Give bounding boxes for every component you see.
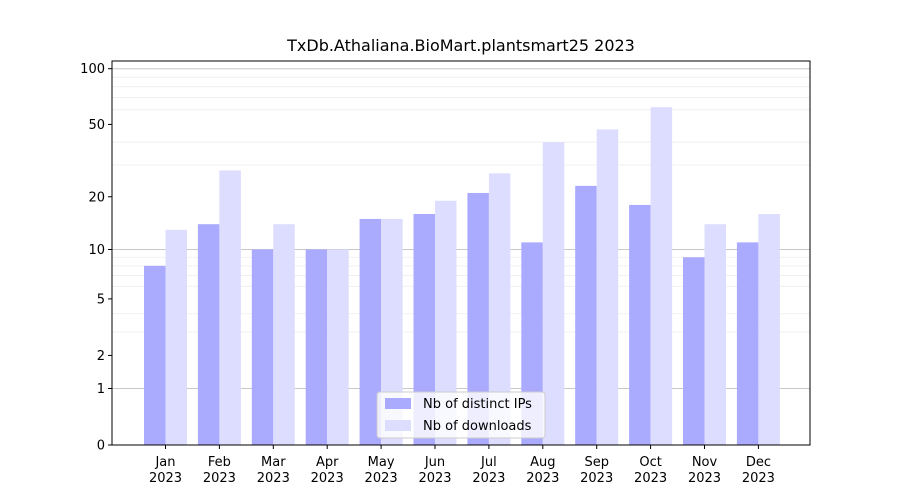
- x-axis: Jan2023Feb2023Mar2023Apr2023May2023Jun20…: [149, 445, 775, 486]
- bar-distinct-ips: [305, 249, 328, 445]
- x-tick-label-year: 2023: [311, 471, 344, 486]
- legend-swatch-downloads: [385, 420, 411, 431]
- bar-downloads: [650, 107, 673, 446]
- bar-distinct-ips: [251, 249, 274, 445]
- chart-title: TxDb.Athaliana.BioMart.plantsmart25 2023: [286, 36, 635, 55]
- x-tick-label-year: 2023: [742, 471, 775, 486]
- x-tick-label-year: 2023: [257, 471, 290, 486]
- legend: Nb of distinct IPs Nb of downloads: [376, 391, 546, 439]
- legend-box: [376, 391, 546, 439]
- x-tick-label-month: Oct: [639, 455, 661, 470]
- bar-distinct-ips: [575, 185, 597, 445]
- x-tick-label-year: 2023: [472, 471, 505, 486]
- y-tick-label: 5: [97, 292, 105, 307]
- bar-distinct-ips: [413, 213, 435, 445]
- bar-distinct-ips: [629, 204, 651, 445]
- x-tick-label-month: Feb: [208, 455, 231, 470]
- bar-downloads: [273, 224, 295, 445]
- legend-swatch-distinct-ips: [385, 398, 411, 409]
- bar-downloads: [327, 249, 349, 445]
- x-tick-label-year: 2023: [688, 471, 721, 486]
- x-tick-label-month: Sep: [584, 455, 609, 470]
- bar-distinct-ips: [359, 218, 382, 445]
- x-tick-label-year: 2023: [526, 471, 559, 486]
- bar-downloads: [488, 173, 511, 445]
- bar-distinct-ips: [197, 224, 220, 445]
- y-tick-label: 10: [88, 243, 105, 258]
- legend-label-distinct-ips: Nb of distinct IPs: [423, 397, 532, 412]
- bar-downloads: [704, 224, 726, 445]
- y-tick-label: 2: [97, 349, 105, 364]
- plot-frame: [111, 60, 811, 446]
- bar-distinct-ips: [736, 242, 759, 445]
- bar-downloads: [596, 129, 619, 445]
- bar-downloads: [165, 229, 187, 445]
- x-tick-label-year: 2023: [365, 471, 398, 486]
- x-tick-label-month: Mar: [261, 455, 286, 470]
- y-tick-label: 20: [88, 190, 105, 205]
- bar-downloads: [435, 200, 457, 445]
- y-tick-label: 50: [88, 118, 105, 133]
- bar-downloads: [381, 218, 403, 445]
- x-tick-label-year: 2023: [418, 471, 451, 486]
- bar-downloads: [219, 170, 241, 446]
- x-tick-label-year: 2023: [149, 471, 182, 486]
- x-tick-label-year: 2023: [634, 471, 667, 486]
- x-tick-label-month: May: [368, 455, 395, 470]
- x-tick-label-month: Jan: [154, 455, 175, 470]
- y-tick-label: 100: [80, 62, 105, 77]
- x-tick-label-year: 2023: [203, 471, 236, 486]
- x-tick-label-month: Nov: [692, 455, 718, 470]
- bar-distinct-ips: [683, 257, 705, 445]
- y-tick-label: 0: [97, 439, 105, 454]
- x-tick-label-month: Jul: [480, 455, 497, 470]
- legend-label-downloads: Nb of downloads: [423, 419, 532, 434]
- x-tick-label-month: Dec: [746, 455, 771, 470]
- x-tick-label-month: Aug: [530, 455, 555, 470]
- bar-downloads: [758, 213, 780, 445]
- y-tick-label: 1: [97, 382, 105, 397]
- bars: [144, 107, 780, 446]
- bar-distinct-ips: [467, 192, 489, 445]
- y-axis: 0 1 2 5 10 20 50 100: [80, 62, 112, 454]
- bar-distinct-ips: [144, 265, 166, 445]
- x-tick-label-month: Jun: [424, 455, 445, 470]
- x-tick-label-month: Apr: [316, 455, 339, 470]
- x-tick-label-year: 2023: [580, 471, 613, 486]
- bar-downloads: [542, 142, 565, 446]
